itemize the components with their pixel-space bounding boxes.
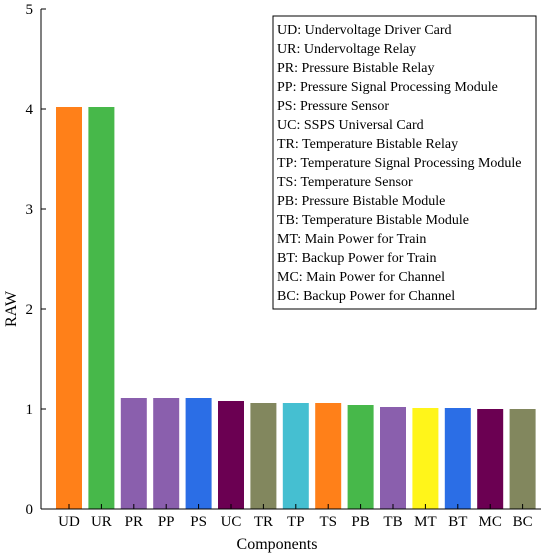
bar-pr xyxy=(120,398,147,509)
bar-pp xyxy=(153,398,180,509)
x-tick-label: MT xyxy=(414,514,437,530)
legend-entry: TR: Temperature Bistable Relay xyxy=(277,137,458,152)
legend-entry: TP: Temperature Signal Processing Module xyxy=(277,156,522,171)
y-tick-label: 5 xyxy=(26,2,34,18)
bar-tb xyxy=(380,407,406,509)
x-ticks-group: UD UR PR PP PS UC TR TP TS PB TB MT BT MC BC xyxy=(58,504,533,530)
y-tick-label: 0 xyxy=(26,502,34,518)
bar-ur xyxy=(88,107,115,509)
x-axis-label: Components xyxy=(237,536,318,553)
x-tick-label: PS xyxy=(190,514,207,530)
legend-entry: UC: SSPS Universal Card xyxy=(277,118,424,133)
bar-mt xyxy=(412,408,439,509)
x-tick-label: BT xyxy=(448,514,467,530)
legend-entry: UR: Undervoltage Relay xyxy=(277,42,416,57)
bar-pb xyxy=(347,405,374,509)
bar-ud xyxy=(56,107,82,509)
x-tick-label: TP xyxy=(287,514,305,530)
legend-entry: PS: Pressure Sensor xyxy=(277,99,389,114)
y-tick-label: 2 xyxy=(26,302,34,318)
legend-entry: PP: Pressure Signal Processing Module xyxy=(277,80,498,95)
bar-mc xyxy=(477,409,504,509)
legend-entry: TB: Temperature Bistable Module xyxy=(277,213,469,228)
y-tick-label: 3 xyxy=(26,202,34,218)
x-tick-label: UD xyxy=(58,514,80,530)
legend-box xyxy=(272,15,537,310)
y-ticks-group: 0 1 2 3 4 5 xyxy=(26,2,46,518)
bar-ps xyxy=(185,398,212,509)
legend-entry: UD: Undervoltage Driver Card xyxy=(277,23,452,38)
y-tick-label: 4 xyxy=(26,102,34,118)
legend: UD: Undervoltage Driver Card UR: Undervol… xyxy=(272,15,537,310)
bar-uc xyxy=(218,401,244,509)
bar-ts xyxy=(315,403,342,509)
legend-entry: PR: Pressure Bistable Relay xyxy=(277,61,435,76)
x-tick-label: UC xyxy=(221,514,242,530)
legend-entry: PB: Pressure Bistable Module xyxy=(277,194,445,209)
legend-entry: TS: Temperature Sensor xyxy=(277,175,413,190)
x-tick-label: MC xyxy=(479,514,502,530)
y-tick-label: 1 xyxy=(26,402,34,418)
bars-group xyxy=(56,107,536,509)
legend-entry: BC: Backup Power for Channel xyxy=(277,289,455,304)
x-tick-label: TR xyxy=(254,514,273,530)
bar-tp xyxy=(282,403,309,509)
bar-tr xyxy=(250,403,277,509)
x-tick-label: TB xyxy=(383,514,402,530)
x-tick-label: TS xyxy=(319,514,337,530)
legend-entry: MT: Main Power for Train xyxy=(277,232,426,247)
x-tick-label: PB xyxy=(351,514,369,530)
x-tick-label: PP xyxy=(158,514,175,530)
x-tick-label: BC xyxy=(513,514,533,530)
legend-entry: MC: Main Power for Channel xyxy=(277,270,445,285)
x-tick-label: PR xyxy=(125,514,143,530)
bar-bc xyxy=(509,409,536,509)
legend-entry: BT: Backup Power for Train xyxy=(277,251,437,266)
bar-bt xyxy=(444,408,471,509)
x-tick-label: UR xyxy=(91,514,112,530)
y-axis-label: RAW xyxy=(3,290,20,327)
